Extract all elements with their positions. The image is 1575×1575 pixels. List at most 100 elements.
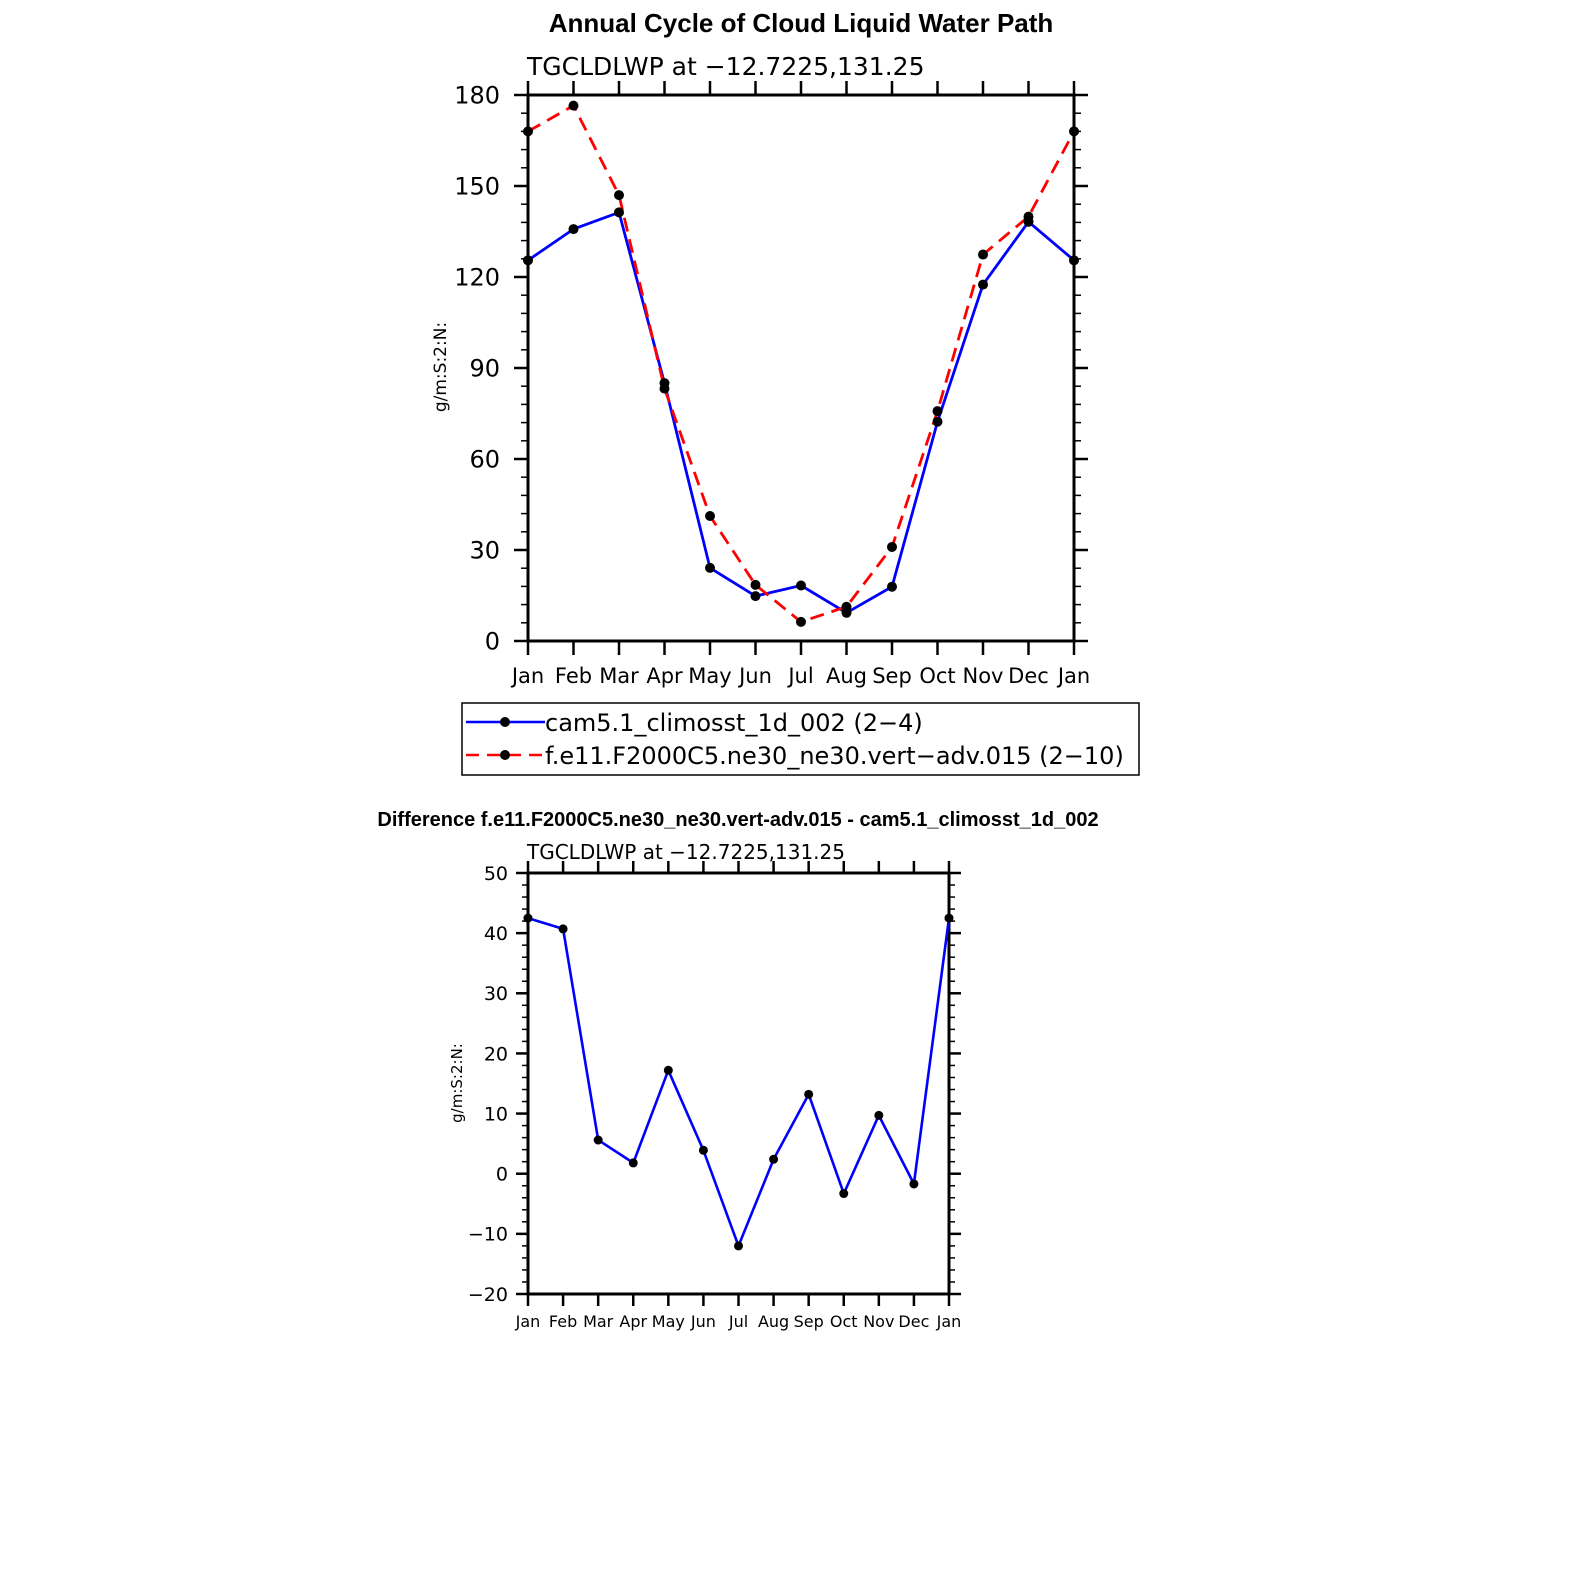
data-point bbox=[568, 100, 579, 111]
y-tick-label: 60 bbox=[469, 446, 500, 474]
data-point bbox=[750, 579, 761, 590]
data-point bbox=[887, 541, 897, 552]
y-tick-label: 150 bbox=[454, 173, 500, 201]
top-chart-subtitle: TGCLDLWP at −12.7225,131.25 bbox=[526, 52, 924, 81]
bottom-chart-ticks bbox=[516, 861, 961, 1306]
top-chart-ylabel: g/m:S:2:N: bbox=[431, 322, 451, 412]
x-tick-label: Jun bbox=[690, 1312, 716, 1331]
x-tick-label: Jan bbox=[510, 664, 544, 688]
bottom-chart-title: Difference f.e11.F2000C5.ne30_ne30.vert-… bbox=[377, 809, 1098, 831]
top-chart-x-tick-labels: Jan Feb Mar Apr May Jun Jul Aug Sep Oct Nov Dec Jan bbox=[510, 664, 1090, 688]
bottom-chart-subtitle: TGCLDLWP at −12.7225,131.25 bbox=[526, 840, 845, 864]
y-tick-label: −20 bbox=[468, 1284, 508, 1306]
y-tick-label: 30 bbox=[469, 537, 500, 565]
bottom-chart-ylabel: g/m:S:2:N: bbox=[448, 1043, 466, 1123]
y-tick-label: 120 bbox=[454, 264, 500, 292]
data-point bbox=[932, 416, 943, 427]
data-point bbox=[734, 1241, 743, 1251]
bottom-chart: Difference f.e11.F2000C5.ne30_ne30.vert-… bbox=[377, 809, 1098, 1331]
bottom-chart-plot-frame bbox=[526, 871, 951, 1296]
data-point bbox=[1023, 211, 1034, 222]
data-point bbox=[978, 249, 988, 260]
data-point bbox=[750, 591, 761, 602]
data-point bbox=[944, 913, 954, 923]
x-tick-label: Aug bbox=[826, 664, 867, 688]
top-chart: Annual Cycle of Cloud Liquid Water Path … bbox=[431, 8, 1140, 776]
series-line-1 bbox=[527, 210, 1075, 615]
bottom-chart-y-tick-labels: −20 −10 0 10 20 30 40 50 bbox=[468, 863, 508, 1306]
x-tick-label: Jul bbox=[728, 1312, 748, 1331]
data-point bbox=[614, 190, 624, 201]
x-tick-label: Apr bbox=[646, 664, 683, 688]
data-point bbox=[796, 616, 806, 627]
y-tick-label: 40 bbox=[484, 923, 508, 945]
data-point bbox=[558, 924, 568, 934]
legend-box bbox=[461, 702, 1140, 776]
data-point bbox=[874, 1110, 884, 1120]
data-point bbox=[932, 406, 943, 417]
x-tick-label: Sep bbox=[794, 1312, 824, 1331]
data-point bbox=[523, 255, 533, 266]
x-tick-label: Aug bbox=[758, 1312, 789, 1331]
y-tick-label: 0 bbox=[485, 628, 500, 656]
data-point bbox=[887, 581, 897, 592]
x-tick-label: Jan bbox=[936, 1312, 962, 1331]
data-point bbox=[1069, 255, 1079, 266]
x-tick-label: Feb bbox=[549, 1312, 577, 1331]
data-point bbox=[705, 511, 715, 522]
x-tick-label: Jun bbox=[737, 664, 772, 688]
legend-swatch-marker-2 bbox=[500, 750, 510, 760]
x-tick-label: May bbox=[688, 664, 731, 688]
bottom-chart-series bbox=[523, 913, 954, 1251]
x-tick-label: May bbox=[652, 1312, 685, 1331]
data-point bbox=[909, 1179, 919, 1189]
legend-label-2: f.e11.F2000C5.ne30_ne30.vert−adv.015 (2−… bbox=[545, 742, 1124, 770]
data-point bbox=[593, 1135, 603, 1145]
x-tick-label: Oct bbox=[919, 664, 955, 688]
data-point bbox=[523, 913, 533, 923]
top-chart-title: Annual Cycle of Cloud Liquid Water Path bbox=[549, 8, 1054, 38]
x-tick-label: Jan bbox=[1056, 664, 1090, 688]
y-tick-label: 30 bbox=[484, 983, 508, 1005]
x-tick-label: Dec bbox=[1008, 664, 1049, 688]
x-tick-label: Jul bbox=[786, 664, 813, 688]
x-tick-label: Oct bbox=[830, 1312, 858, 1331]
x-tick-label: Nov bbox=[963, 664, 1004, 688]
data-point bbox=[659, 383, 670, 394]
data-point bbox=[568, 224, 579, 235]
data-point bbox=[614, 207, 624, 218]
data-point bbox=[523, 126, 533, 137]
y-tick-label: 0 bbox=[496, 1164, 508, 1186]
bottom-chart-x-tick-labels: Jan Feb Mar Apr May Jun Jul Aug Sep Oct Nov Dec Jan bbox=[515, 1312, 962, 1331]
data-point bbox=[628, 1158, 638, 1168]
x-tick-label: Jan bbox=[515, 1312, 541, 1331]
y-tick-label: 180 bbox=[454, 82, 500, 110]
y-tick-label: 90 bbox=[469, 355, 500, 383]
legend-swatch-marker-1 bbox=[500, 717, 510, 727]
x-tick-label: Sep bbox=[872, 664, 912, 688]
data-point bbox=[663, 1065, 673, 1075]
y-tick-label: 10 bbox=[484, 1103, 508, 1125]
data-point bbox=[796, 580, 806, 591]
y-tick-label: 50 bbox=[484, 863, 508, 885]
x-tick-label: Mar bbox=[583, 1312, 614, 1331]
x-tick-label: Feb bbox=[555, 664, 592, 688]
series-line-1 bbox=[527, 916, 951, 1248]
data-point bbox=[839, 1189, 849, 1199]
x-tick-label: Mar bbox=[599, 664, 639, 688]
x-tick-label: Dec bbox=[898, 1312, 929, 1331]
x-tick-label: Apr bbox=[619, 1312, 647, 1331]
data-point bbox=[698, 1145, 708, 1155]
legend-label-1: cam5.1_climosst_1d_002 (2−4) bbox=[545, 709, 923, 737]
data-point bbox=[804, 1089, 814, 1099]
data-point bbox=[841, 601, 852, 612]
x-tick-label: Nov bbox=[863, 1312, 894, 1331]
data-point bbox=[978, 279, 988, 290]
top-chart-series bbox=[523, 100, 1079, 627]
top-chart-y-tick-labels: 0 30 60 90 120 150 180 bbox=[454, 82, 500, 656]
top-chart-ticks bbox=[514, 81, 1088, 655]
series-line-2 bbox=[527, 104, 1076, 624]
data-point bbox=[769, 1154, 779, 1164]
y-tick-label: 20 bbox=[484, 1043, 508, 1065]
